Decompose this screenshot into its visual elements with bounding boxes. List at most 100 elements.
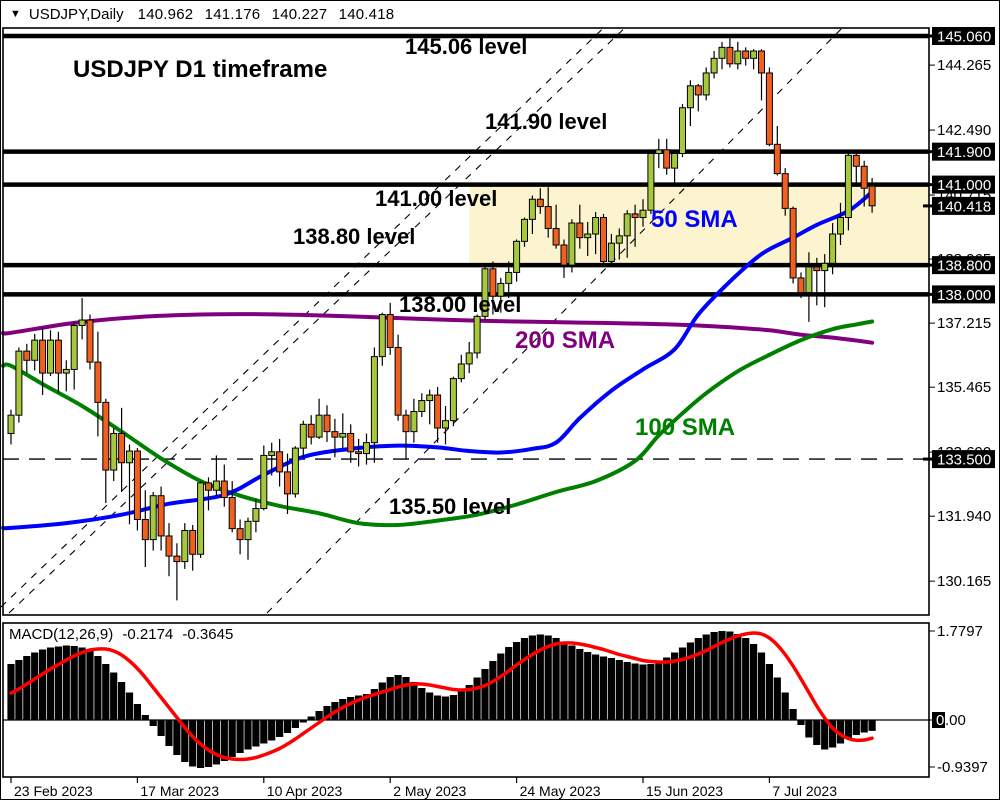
candle[interactable] [181, 523, 189, 569]
candle[interactable] [54, 331, 62, 394]
candle[interactable] [647, 151, 655, 214]
candle[interactable] [15, 347, 23, 423]
candle[interactable] [868, 178, 876, 213]
candle[interactable] [837, 202, 844, 245]
candle[interactable] [244, 517, 252, 560]
candle[interactable] [544, 187, 552, 238]
candle[interactable] [370, 347, 378, 463]
candle[interactable] [513, 239, 521, 282]
candle[interactable] [7, 409, 15, 445]
candle[interactable] [434, 386, 442, 443]
candle[interactable] [418, 393, 426, 418]
candle[interactable] [118, 407, 126, 493]
candle[interactable] [268, 442, 276, 476]
symbol-dropdown-icon[interactable]: ▼ [10, 7, 21, 20]
candle[interactable] [536, 188, 544, 214]
candle[interactable] [347, 424, 355, 463]
candle[interactable] [829, 223, 837, 275]
candle[interactable] [457, 354, 465, 383]
candle[interactable] [386, 302, 394, 355]
candle[interactable] [299, 420, 307, 458]
candle[interactable] [758, 49, 765, 101]
candle[interactable] [686, 80, 694, 127]
candle[interactable] [789, 206, 797, 284]
candle[interactable] [568, 219, 576, 273]
sma-100-line[interactable] [1, 319, 875, 528]
candle[interactable] [102, 398, 110, 504]
candle[interactable] [284, 453, 291, 514]
candle[interactable] [78, 298, 86, 340]
candle[interactable] [600, 213, 607, 267]
candle[interactable] [189, 524, 197, 571]
candle[interactable] [560, 239, 568, 278]
candle[interactable] [623, 210, 631, 258]
candle[interactable] [173, 543, 181, 601]
candle[interactable] [765, 67, 773, 147]
candle[interactable] [584, 221, 592, 256]
candle[interactable] [126, 444, 133, 525]
candle[interactable] [615, 228, 623, 260]
candle[interactable] [133, 448, 141, 531]
trendline-dashed[interactable] [1, 14, 618, 608]
candle[interactable] [742, 47, 750, 66]
candle[interactable] [473, 314, 481, 359]
candle[interactable] [291, 446, 299, 498]
candle[interactable] [552, 204, 560, 249]
price-axis[interactable]: 144.265142.490140.715138.965137.215135.4… [923, 27, 995, 590]
candle[interactable] [631, 204, 639, 247]
candle[interactable] [410, 398, 418, 443]
candle[interactable] [442, 406, 449, 445]
candle[interactable] [481, 266, 489, 321]
candle[interactable] [576, 204, 584, 249]
candle[interactable] [315, 398, 323, 439]
candle[interactable] [718, 41, 726, 70]
candle[interactable] [402, 409, 410, 460]
candle[interactable] [236, 519, 244, 555]
candle[interactable] [70, 321, 78, 390]
candle[interactable] [323, 405, 331, 442]
candle[interactable] [212, 455, 220, 496]
candle[interactable] [205, 477, 212, 511]
candle[interactable] [726, 35, 734, 68]
candle[interactable] [663, 138, 671, 175]
candle[interactable] [773, 126, 781, 176]
candle[interactable] [655, 138, 663, 169]
candle[interactable] [860, 160, 868, 207]
candle[interactable] [220, 464, 228, 507]
candle[interactable] [331, 418, 339, 458]
candle[interactable] [394, 334, 402, 421]
candle[interactable] [528, 195, 536, 235]
candle[interactable] [157, 486, 165, 551]
time-axis[interactable]: 23 Feb 2023 17 Mar 2023 10 Apr 2023 2 May 2… [10, 777, 837, 799]
candle[interactable] [197, 481, 205, 558]
candle[interactable] [47, 330, 54, 377]
candle[interactable] [94, 331, 102, 437]
candle[interactable] [378, 312, 386, 366]
candle[interactable] [363, 433, 370, 465]
candle[interactable] [821, 254, 829, 308]
candle[interactable] [86, 314, 94, 370]
candle[interactable] [228, 481, 236, 533]
candle[interactable] [465, 341, 473, 374]
candle[interactable] [844, 149, 852, 231]
candle[interactable] [449, 376, 457, 427]
candle[interactable] [813, 257, 821, 306]
candle[interactable] [694, 83, 702, 112]
candle[interactable] [276, 438, 284, 487]
candle[interactable] [260, 445, 268, 511]
candle[interactable] [702, 67, 710, 101]
candle[interactable] [592, 212, 600, 255]
candle[interactable] [750, 49, 758, 70]
candle[interactable] [31, 333, 39, 371]
candle[interactable] [307, 415, 315, 445]
sma-200-line[interactable] [1, 312, 875, 345]
candle[interactable] [639, 199, 647, 227]
candle[interactable] [781, 168, 789, 216]
candle[interactable] [426, 389, 434, 425]
candle[interactable] [489, 261, 497, 315]
candle[interactable] [797, 272, 805, 299]
candle[interactable] [339, 413, 347, 449]
candle[interactable] [141, 490, 149, 568]
candle[interactable] [110, 427, 118, 482]
